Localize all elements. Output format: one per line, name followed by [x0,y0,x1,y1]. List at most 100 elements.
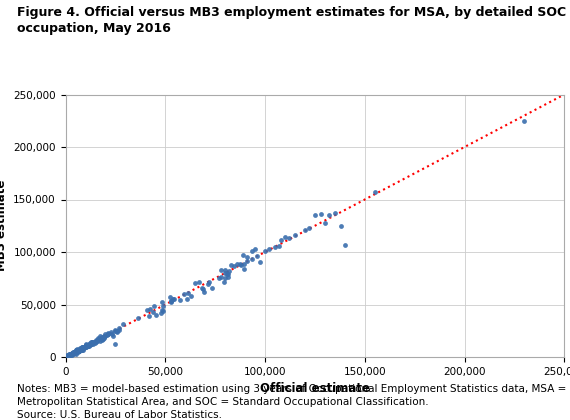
Point [239,261,248,268]
Point [75,346,84,353]
Point [68,350,77,357]
Point [158,308,168,315]
Point [70,349,79,356]
Point [190,280,200,287]
Point [300,226,310,233]
Point [62,353,71,360]
Point [104,329,113,336]
Point [222,271,231,278]
Point [67,350,76,357]
Point [75,346,84,353]
Point [64,352,74,359]
Point [66,352,75,358]
Point [200,289,209,296]
Point [71,349,80,355]
Point [64,352,73,359]
Point [85,341,94,348]
Point [103,332,112,339]
Point [109,332,118,339]
Point [166,299,176,305]
Point [79,344,88,350]
Point [77,345,86,352]
Point [75,347,84,354]
Point [86,338,95,345]
Point [83,342,92,349]
Point [223,273,232,280]
Point [67,349,76,356]
Point [78,344,87,350]
Point [62,353,71,360]
Point [70,350,79,357]
Point [243,253,252,260]
Point [70,349,79,356]
Point [204,278,213,285]
Point [92,338,101,345]
Point [68,349,78,356]
Point [142,306,152,313]
Point [62,354,71,360]
Point [183,295,192,302]
Point [97,336,107,343]
Point [310,212,319,218]
Point [67,351,76,357]
Point [70,349,79,356]
Point [65,351,74,358]
Point [67,351,76,358]
Point [114,325,123,331]
Point [168,296,177,302]
Point [284,235,294,242]
Point [81,344,90,351]
Point [82,343,91,350]
Point [97,335,106,342]
Point [221,270,230,276]
Point [90,339,99,346]
Point [251,245,260,252]
Point [270,244,279,251]
Point [62,354,71,360]
Point [275,242,284,249]
Point [64,352,74,359]
Point [76,346,85,353]
Point [75,347,84,354]
Point [88,339,97,345]
Point [62,354,71,360]
Point [64,353,73,360]
Point [64,353,73,360]
Point [133,315,142,322]
Point [95,337,104,344]
Point [72,346,82,353]
Point [276,237,286,244]
Point [67,351,76,357]
Point [220,267,229,273]
Point [107,329,116,336]
Point [71,350,80,357]
Point [86,341,95,347]
Point [72,348,81,354]
Point [64,352,73,359]
Point [99,334,108,341]
Point [370,189,380,196]
Point [63,352,72,359]
Point [237,262,246,268]
Point [169,296,178,302]
Point [75,347,84,354]
Point [74,347,83,354]
Point [68,350,77,357]
Point [87,341,96,348]
Point [67,350,76,357]
Point [230,262,239,269]
Point [84,341,93,347]
Point [226,262,235,268]
Point [103,330,112,337]
Point [72,349,81,355]
Point [88,340,97,347]
Point [280,234,290,241]
Point [73,348,82,355]
Point [66,351,75,357]
Point [224,268,233,274]
Point [67,351,76,358]
Point [119,321,128,328]
Point [89,339,98,346]
Text: Metropolitan Statistical Area, and SOC = Standard Occupational Classification.: Metropolitan Statistical Area, and SOC =… [17,397,429,407]
Point [66,351,75,357]
